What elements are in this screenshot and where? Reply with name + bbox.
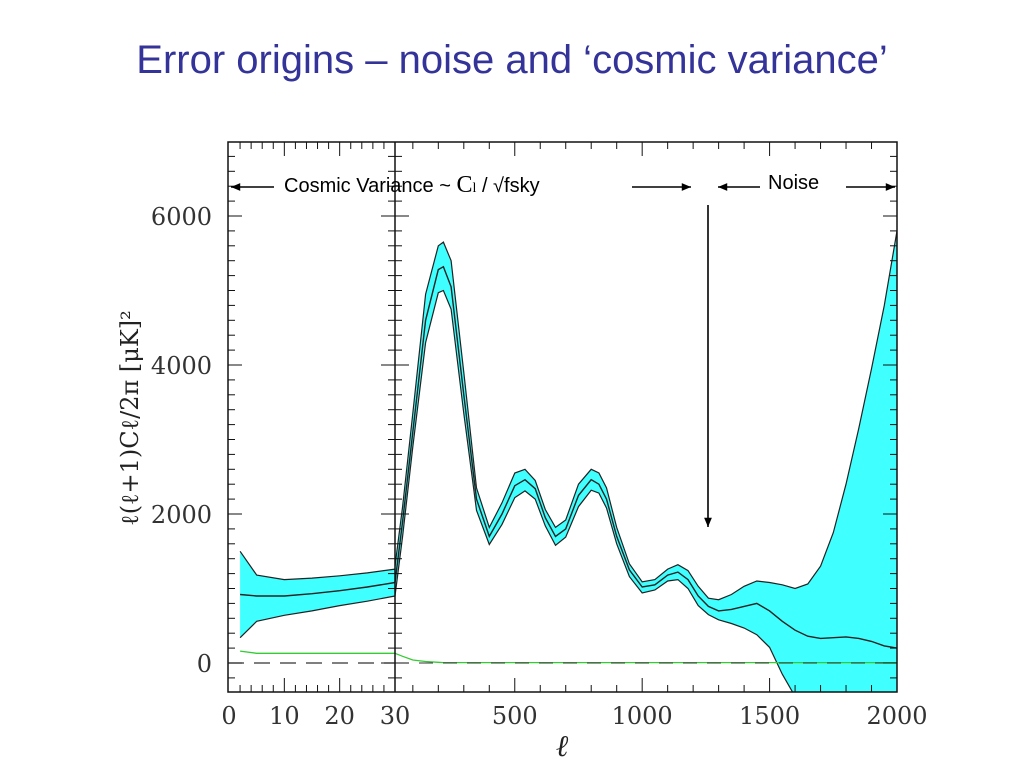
- error-bands: [240, 230, 897, 692]
- annotation-arrows: [231, 183, 895, 527]
- cosmic-variance-cl: C: [456, 172, 473, 198]
- plot-frame: [227, 141, 898, 693]
- cosmic-variance-annotation: Cosmic Variance ~ Cl / √fsky: [284, 172, 540, 199]
- y-tick-label: 2000: [151, 501, 212, 529]
- ticks: [228, 142, 898, 692]
- cosmic-variance-suffix: / √fsky: [476, 175, 540, 197]
- high-l-band-mean-curve: [394, 265, 897, 649]
- slide-title: Error origins – noise and ‘cosmic varian…: [136, 38, 888, 82]
- low-l-band: [240, 551, 395, 638]
- low-l-band-noise-curve: [240, 650, 395, 654]
- x-tick-label: 2000: [866, 702, 927, 730]
- cosmic-variance-prefix: Cosmic Variance ~: [284, 175, 457, 197]
- y-axis-label: ℓ(ℓ+1)Cℓ/2π [μK]²: [116, 310, 144, 526]
- high-l-band-lower-edge: [394, 289, 794, 692]
- x-tick-label: 30: [380, 702, 411, 730]
- low-l-band-mean-curve: [240, 581, 396, 597]
- noise-annotation: Noise: [768, 172, 820, 194]
- x-tick-label: 1500: [739, 702, 800, 730]
- x-tick-label: 10: [269, 702, 300, 730]
- y-tick-label: 4000: [151, 352, 212, 380]
- noise-arrow-right-head: [885, 183, 895, 191]
- x-tick-label: 500: [492, 702, 538, 730]
- x-tick-label: 1000: [612, 702, 673, 730]
- tick-labels: 0 2000 4000 6000 0 10 20 30 500 1000 1500 2000: [151, 203, 928, 730]
- low-l-band-upper-edge: [239, 550, 396, 581]
- low-l-band-lower-edge: [239, 595, 396, 639]
- cv-arrow-right-head: [681, 183, 691, 191]
- y-tick-label: 0: [197, 650, 212, 678]
- plot-border: [227, 141, 898, 693]
- cv-arrow-left-head: [231, 183, 241, 191]
- x-tick-label: 20: [324, 702, 355, 730]
- x-tick-label: 0: [221, 702, 236, 730]
- noise-arrow-left-head: [718, 183, 728, 191]
- cosmic-variance-cl-sub: l: [472, 181, 477, 196]
- y-tick-label: 6000: [151, 203, 212, 231]
- high-l-band-upper-edge: [394, 230, 897, 601]
- high-l-band: [395, 230, 897, 692]
- x-axis-label: ℓ: [556, 729, 569, 764]
- noise-boundary-arrow-head: [704, 517, 712, 527]
